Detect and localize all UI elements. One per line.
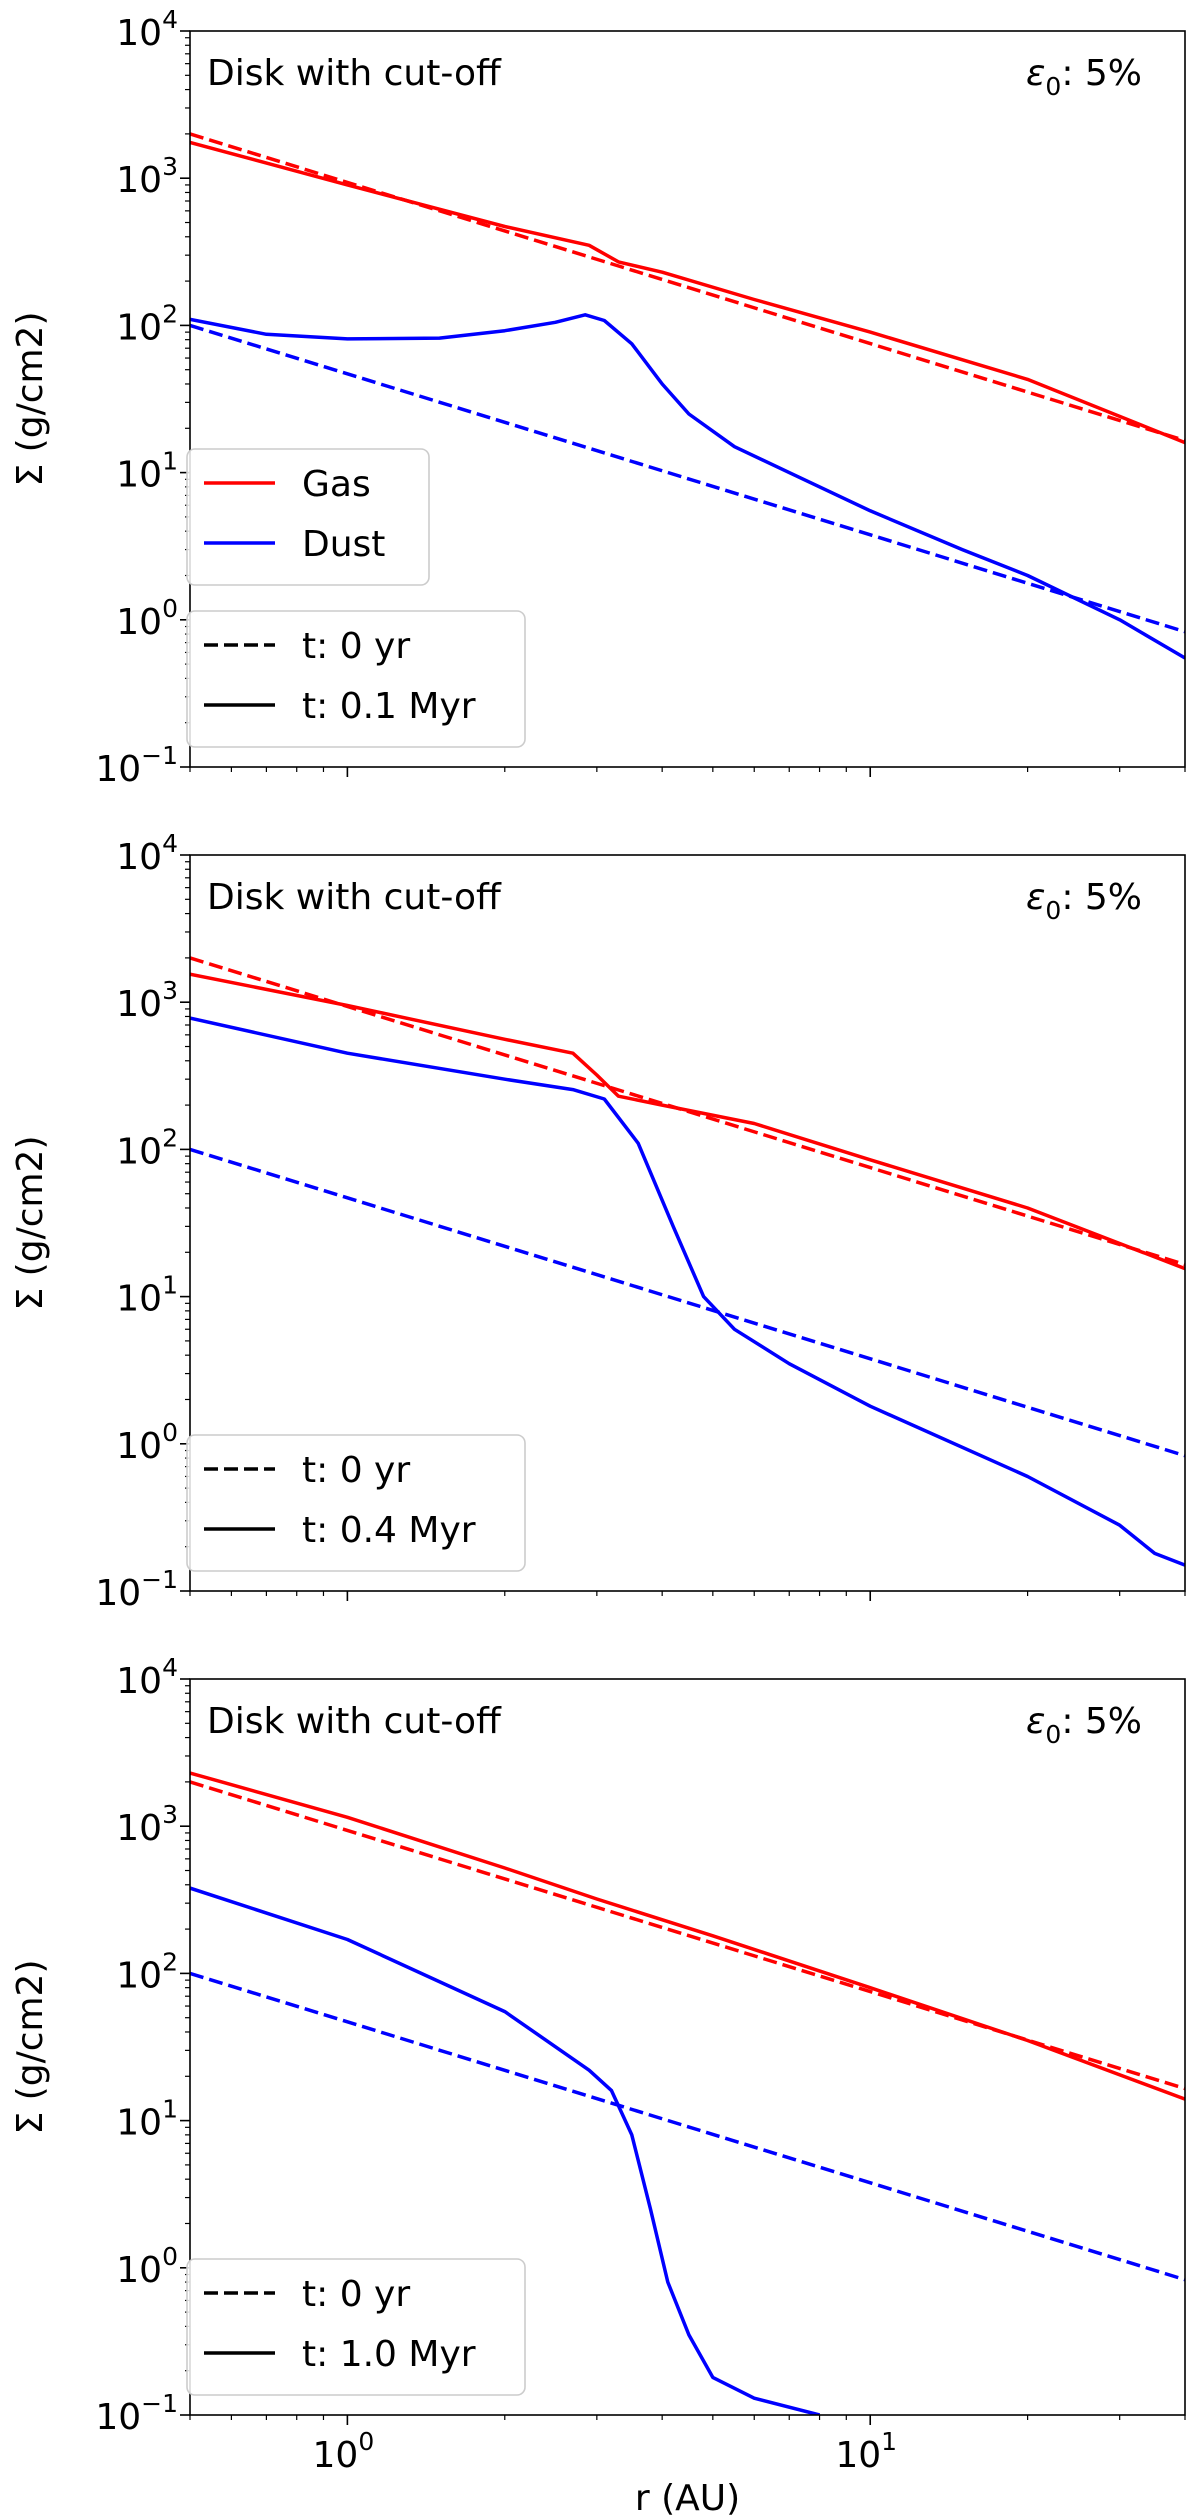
y-axis-label: Σ (g/cm2) (10, 1135, 51, 1310)
series-group (190, 956, 1185, 1567)
panel-label: Disk with cut-off (207, 877, 502, 918)
legend-label: t: 0 yr (302, 1450, 410, 1491)
plot-frame (189, 30, 1186, 768)
x-tick-label: 100 (313, 2427, 375, 2476)
y-tick-label: 100 (116, 1418, 178, 1467)
legend-lower-left: t: 0 yr t: 0.1 Myr (186, 610, 526, 748)
series-line-dust-initial (190, 1147, 1185, 1458)
epsilon-label: ε0: 5% (1026, 877, 1142, 925)
panel-label: Disk with cut-off (207, 53, 502, 94)
legend-lower-left: t: 0 yr t: 0.4 Myr (186, 1434, 526, 1572)
series-line-dust-evolved (190, 313, 1185, 660)
y-tick-label: 10−1 (95, 741, 178, 790)
y-tick-label: 100 (116, 594, 178, 643)
y-tick-label: 101 (116, 447, 178, 496)
y-tick-label: 101 (116, 2095, 178, 2144)
legend-label: Gas (302, 464, 371, 505)
legend-label: t: 1.0 Myr (302, 2334, 476, 2375)
x-axis-label: r (AU) (635, 2478, 740, 2518)
y-tick-label: 102 (116, 1947, 178, 1996)
series-group (190, 132, 1185, 660)
y-tick-label: 102 (116, 1123, 178, 1172)
legend-middle-left: Gas Dust (186, 448, 430, 586)
series-line-dust-initial (190, 323, 1185, 634)
legend-label: t: 0 yr (302, 626, 410, 667)
series-line-dust-evolved (190, 1016, 1185, 1567)
chart-panel-2: 104 103 102 101 100 10−1 Σ (g/cm2) Disk with cu… (10, 829, 1186, 1614)
legend-label: t: 0.4 Myr (302, 1510, 476, 1551)
y-tick-label: 101 (116, 1271, 178, 1320)
chart-panel-1: 104 103 102 101 100 10−1 Σ (g/cm2) Disk with cu… (10, 5, 1186, 790)
y-axis-label: Σ (g/cm2) (10, 1959, 51, 2134)
series-line-gas-evolved (190, 140, 1185, 445)
y-tick-label: 103 (116, 1800, 178, 1849)
y-tick-label: 102 (116, 299, 178, 348)
y-axis-label: Σ (g/cm2) (10, 311, 51, 486)
series-line-gas-evolved (190, 972, 1185, 1271)
series-line-gas-initial (190, 132, 1185, 443)
series-line-dust-initial (190, 1971, 1185, 2282)
series-line-gas-evolved (190, 1771, 1185, 2101)
y-tick-label: 103 (116, 152, 178, 201)
legend-label: Dust (302, 524, 385, 565)
x-tick-label: 101 (835, 2427, 897, 2476)
y-tick-label: 10−1 (95, 2389, 178, 2438)
legend-label: t: 0.1 Myr (302, 686, 476, 727)
y-tick-label: 104 (116, 5, 178, 54)
chart-panel-3: 104 103 102 101 100 10−1 100 101 Σ (g/cm2) r (AU)… (10, 1653, 1186, 2518)
y-tick-label: 10−1 (95, 1565, 178, 1614)
series-group (190, 1771, 1185, 2415)
epsilon-label: ε0: 5% (1026, 53, 1142, 101)
plot-frame (189, 1678, 1186, 2416)
y-tick-label: 100 (116, 2242, 178, 2291)
series-line-dust-evolved (190, 1886, 821, 2415)
y-tick-label: 103 (116, 976, 178, 1025)
legend-label: t: 0 yr (302, 2274, 410, 2315)
panel-label: Disk with cut-off (207, 1701, 502, 1742)
y-tick-label: 104 (116, 1653, 178, 1702)
legend-lower-left: t: 0 yr t: 1.0 Myr (186, 2258, 526, 2396)
plot-frame (189, 854, 1186, 1592)
y-tick-label: 104 (116, 829, 178, 878)
epsilon-label: ε0: 5% (1026, 1701, 1142, 1749)
